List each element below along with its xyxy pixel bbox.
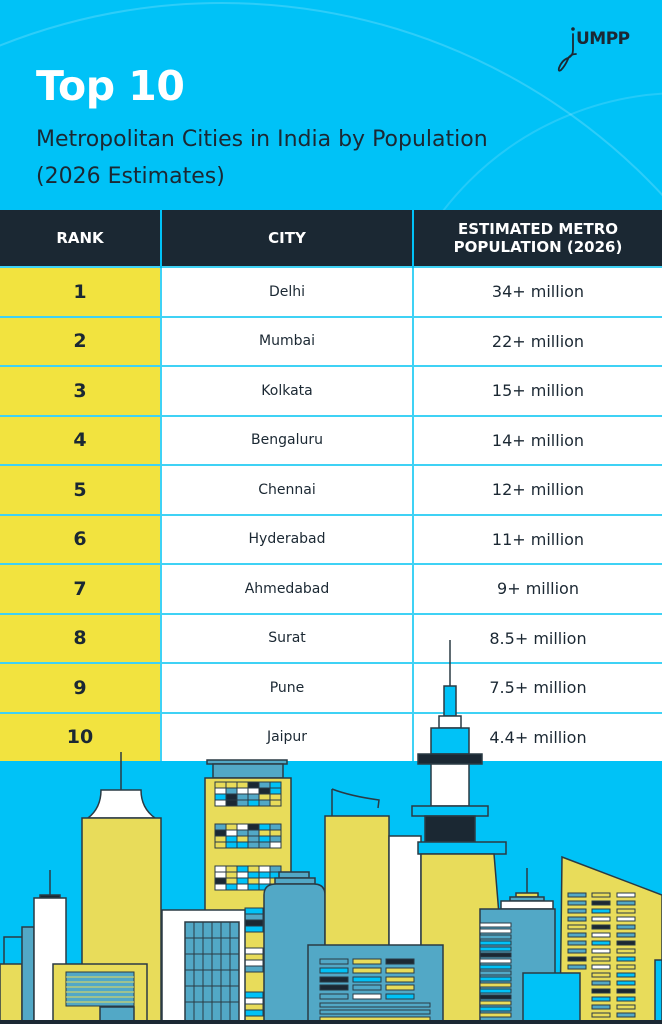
rank-cell: 5 (0, 464, 162, 515)
rank-cell: 6 (0, 513, 162, 564)
rank-cell: 7 (0, 563, 162, 614)
table-row: 1 Delhi 34+ million (0, 266, 662, 317)
subtitle-line-1: Metropolitan Cities in India by Populati… (36, 127, 488, 152)
table-row: 2 Mumbai 22+ million (0, 315, 662, 366)
column-header-rank: RANK (0, 210, 162, 267)
table-row: 5 Chennai 12+ million (0, 464, 662, 515)
population-cell: 12+ million (413, 464, 662, 515)
city-cell: Hyderabad (161, 513, 414, 564)
population-cell: 22+ million (413, 315, 662, 366)
column-header-population: ESTIMATED METRO POPULATION (2026) (413, 210, 662, 267)
logo-text: UMPP (576, 29, 630, 49)
rank-cell: 1 (0, 266, 162, 317)
rank-cell: 4 (0, 414, 162, 465)
city-cell: Kolkata (161, 365, 414, 416)
city-skyline-illustration (0, 640, 662, 1024)
city-cell: Jaipur (161, 711, 414, 761)
city-cell: Delhi (161, 266, 414, 317)
table-row: 4 Bengaluru 14+ million (0, 414, 662, 465)
page-title: Top 10 (36, 62, 185, 110)
table-header-row: RANK CITY ESTIMATED METRO POPULATION (20… (0, 210, 662, 267)
population-cell: 11+ million (413, 513, 662, 564)
city-cell: Ahmedabad (161, 563, 414, 614)
subtitle-line-2: (2026 Estimates) (36, 164, 225, 189)
rank-cell: 9 (0, 662, 162, 713)
column-header-city: CITY (161, 210, 414, 267)
population-cell: 14+ million (413, 414, 662, 465)
city-cell: Pune (161, 662, 414, 713)
column-header-population-line-1: ESTIMATED METRO (457, 220, 619, 238)
title-banner: Top 10 Metropolitan Cities in India by P… (0, 0, 662, 210)
column-header-population-line-2: POPULATION (2026) (453, 238, 623, 256)
logo-j-swash-icon (557, 27, 577, 72)
table-row: 8 Surat 8.5+ million (0, 612, 662, 663)
population-cell: 8.5+ million (413, 612, 662, 663)
population-table: RANK CITY ESTIMATED METRO POPULATION (20… (0, 210, 662, 761)
population-cell: 9+ million (413, 563, 662, 614)
table-row: 3 Kolkata 15+ million (0, 365, 662, 416)
rank-cell: 2 (0, 315, 162, 366)
jumpp-logo: UMPP (556, 26, 646, 72)
city-cell: Bengaluru (161, 414, 414, 465)
page-subtitle: Metropolitan Cities in India by Populati… (36, 121, 488, 195)
city-cell: Chennai (161, 464, 414, 515)
table-row: 7 Ahmedabad 9+ million (0, 563, 662, 614)
population-cell: 15+ million (413, 365, 662, 416)
population-cell: 34+ million (413, 266, 662, 317)
city-cell: Mumbai (161, 315, 414, 366)
rank-cell: 8 (0, 612, 162, 663)
rank-cell: 10 (0, 711, 162, 761)
city-cell: Surat (161, 612, 414, 663)
rank-cell: 3 (0, 365, 162, 416)
table-row: 6 Hyderabad 11+ million (0, 513, 662, 564)
